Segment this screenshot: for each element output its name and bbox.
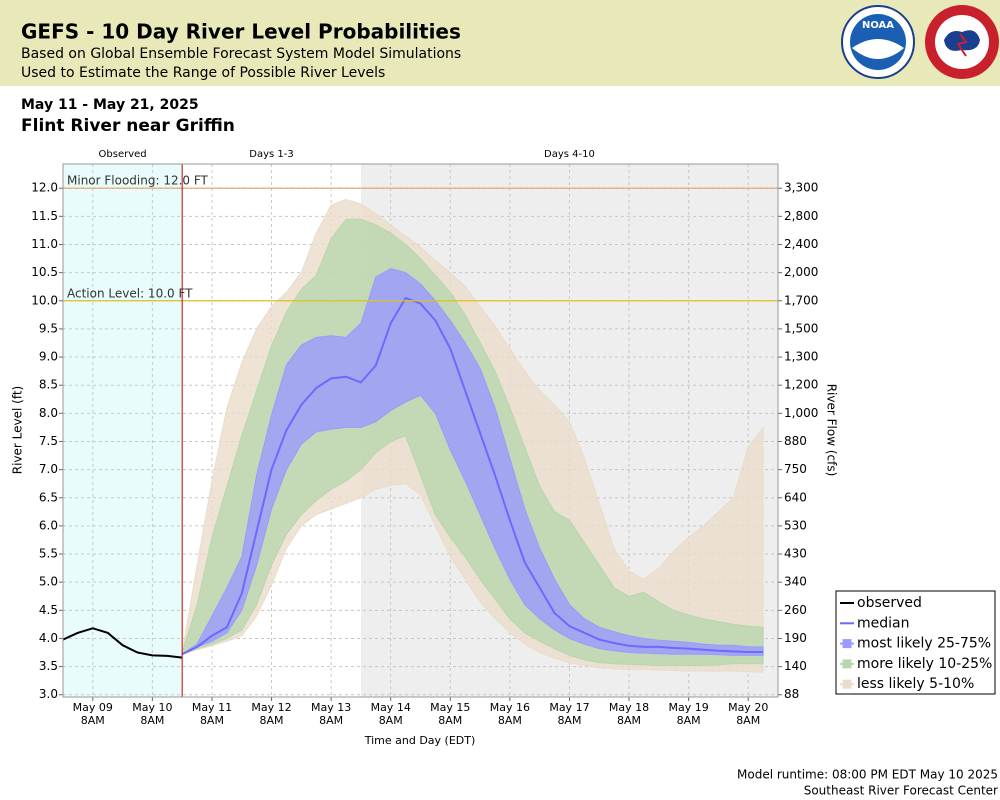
x-tick-label: May 20 — [728, 701, 768, 714]
footer-text: Southeast River Forecast Center — [804, 784, 998, 798]
x-tick-label: May 19 — [669, 701, 709, 714]
series-line — [181, 297, 764, 656]
x-tick-label: 8AM — [617, 714, 641, 727]
legend-swatch — [842, 679, 852, 689]
y-tick-label: 8.5 — [39, 378, 58, 392]
x-tick-label: 8AM — [736, 714, 760, 727]
y-tick-label: 5.5 — [39, 547, 58, 561]
x-tick-label: 8AM — [677, 714, 701, 727]
header-subtitle: Based on Global Ensemble Forecast System… — [21, 46, 461, 62]
chart-subtitle: May 11 - May 21, 2025 — [21, 97, 199, 113]
x-tick-label: 8AM — [557, 714, 581, 727]
y2-tick-label: 750 — [784, 462, 807, 476]
legend-label: most likely 25-75% — [857, 636, 991, 652]
x-tick-label: May 12 — [251, 701, 291, 714]
y2-tick-label: 1,700 — [784, 293, 818, 307]
y2-tick-label: 340 — [784, 575, 807, 589]
y2-tick-label: 430 — [784, 547, 807, 561]
y2-tick-label: 880 — [784, 434, 807, 448]
x-tick-label: 8AM — [379, 714, 403, 727]
y-tick-label: 7.0 — [39, 462, 58, 476]
threshold-label: Minor Flooding: 12.0 FT — [67, 174, 209, 188]
chart-title: Flint River near Griffin — [21, 116, 235, 136]
y-tick-label: 10.5 — [31, 265, 58, 279]
series-line — [62, 627, 183, 659]
x-tick-label: May 18 — [609, 701, 649, 714]
y2-tick-label: 88 — [784, 687, 799, 701]
period-band — [63, 164, 183, 697]
y2-tick-label: 1,200 — [784, 378, 818, 392]
x-tick-label: 8AM — [498, 714, 522, 727]
y-tick-label: 8.0 — [39, 406, 58, 420]
y2-tick-label: 2,000 — [784, 265, 818, 279]
y-tick-label: 5.0 — [39, 575, 58, 589]
y-tick-label: 11.0 — [31, 237, 58, 251]
y2-tick-label: 2,800 — [784, 209, 818, 223]
period-label: Days 4-10 — [544, 149, 595, 160]
y-tick-label: 3.5 — [39, 659, 58, 673]
y2-tick-label: 140 — [784, 659, 807, 673]
x-tick-label: 8AM — [260, 714, 284, 727]
y2-tick-label: 2,400 — [784, 237, 818, 251]
x-tick-label: 8AM — [319, 714, 343, 727]
x-tick-label: 8AM — [200, 714, 224, 727]
y-tick-label: 7.5 — [39, 434, 58, 448]
period-label: Days 1-3 — [249, 149, 293, 160]
threshold-label: Action Level: 10.0 FT — [67, 286, 193, 300]
header-title: GEFS - 10 Day River Level Probabilities — [21, 20, 461, 44]
y-tick-label: 4.0 — [39, 631, 58, 645]
y-tick-label: 10.0 — [31, 293, 58, 307]
y2-tick-label: 640 — [784, 490, 807, 504]
y2-tick-label: 1,000 — [784, 406, 818, 420]
y-tick-label: 3.0 — [39, 687, 58, 701]
y2-tick-label: 260 — [784, 603, 807, 617]
logo-text: NOAA — [862, 20, 894, 31]
y2-tick-label: 190 — [784, 631, 807, 645]
noaa-logo: NOAA — [841, 5, 915, 79]
x-tick-label: May 09 — [73, 701, 113, 714]
x-tick-label: May 14 — [371, 701, 411, 714]
legend-label: median — [857, 615, 909, 631]
legend-label: observed — [857, 595, 922, 611]
x-tick-label: 8AM — [140, 714, 164, 727]
x-tick-label: May 17 — [549, 701, 589, 714]
y-tick-label: 6.0 — [39, 518, 58, 532]
plot-frame — [62, 163, 779, 698]
header-band — [0, 0, 1000, 86]
y-tick-label: 9.5 — [39, 321, 58, 335]
y-tick-label: 6.5 — [39, 490, 58, 504]
x-tick-label: May 15 — [430, 701, 470, 714]
y2-tick-label: 1,500 — [784, 321, 818, 335]
x-axis-label: Time and Day (EDT) — [364, 734, 476, 747]
legend: observed median most likely 25-75% more lik… — [835, 590, 996, 695]
y-tick-label: 12.0 — [31, 181, 58, 195]
nws-logo — [925, 5, 999, 79]
y2-tick-label: 3,300 — [784, 181, 818, 195]
x-tick-label: 8AM — [438, 714, 462, 727]
legend-label: less likely 5-10% — [857, 676, 974, 692]
x-tick-label: May 10 — [132, 701, 172, 714]
x-tick-label: May 13 — [311, 701, 351, 714]
y2-tick-label: 1,300 — [784, 350, 818, 364]
y-tick-label: 4.5 — [39, 603, 58, 617]
period-label: Observed — [99, 149, 147, 160]
footer-text: Model runtime: 08:00 PM EDT May 10 2025 — [737, 768, 998, 782]
legend-swatch — [842, 639, 852, 649]
y2-tick-label: 530 — [784, 518, 807, 532]
y2-axis-label: River Flow (cfs) — [825, 384, 839, 477]
x-tick-label: 8AM — [81, 714, 105, 727]
legend-box — [835, 590, 996, 695]
legend-swatch — [842, 659, 852, 669]
y-axis-label: River Level (ft) — [11, 386, 25, 474]
header-subtitle: Used to Estimate the Range of Possible R… — [21, 65, 385, 81]
x-tick-label: May 11 — [192, 701, 232, 714]
x-tick-label: May 16 — [490, 701, 530, 714]
y-tick-label: 11.5 — [31, 209, 58, 223]
y-tick-label: 9.0 — [39, 350, 58, 364]
legend-label: more likely 10-25% — [857, 656, 992, 672]
